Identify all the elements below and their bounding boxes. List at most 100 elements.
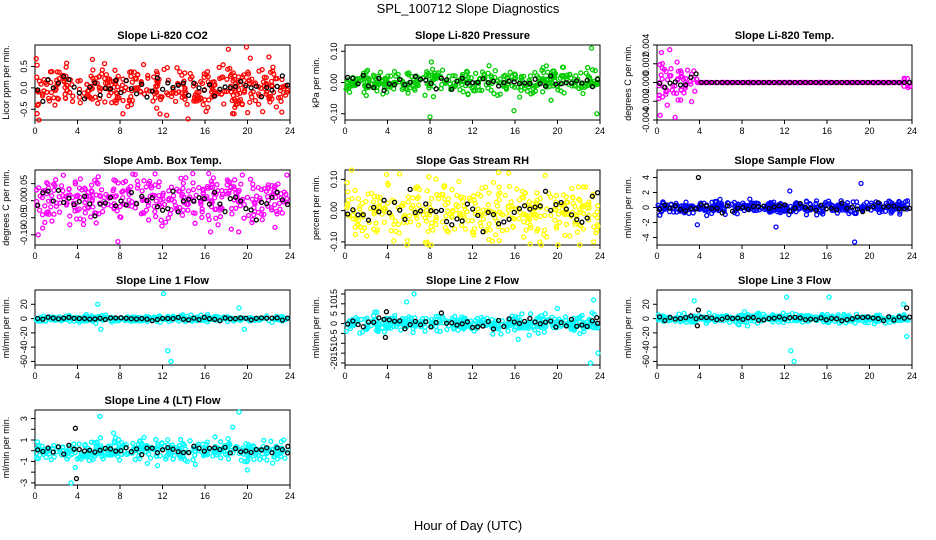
x-tick-label: 24 <box>907 371 917 381</box>
data-point <box>570 195 576 201</box>
data-point <box>212 206 218 213</box>
data-point <box>126 197 132 203</box>
hourly-point <box>159 315 166 322</box>
outlier-point <box>657 112 663 118</box>
y-tick-label: 2 <box>641 190 651 195</box>
outlier-point <box>225 46 232 52</box>
data-point <box>371 193 378 199</box>
hourly-outlier <box>383 309 390 315</box>
data-point <box>129 203 135 209</box>
data-point <box>499 227 506 234</box>
hourly-point <box>76 446 82 453</box>
data-point <box>129 79 135 85</box>
data-point <box>192 452 198 458</box>
data-point <box>84 453 90 459</box>
data-point <box>472 317 479 323</box>
data-point <box>39 91 46 97</box>
hourly-point <box>175 209 181 215</box>
data-point <box>510 223 516 229</box>
data-point <box>509 83 515 89</box>
data-point <box>67 213 73 219</box>
data-point <box>530 211 536 218</box>
hourly-point <box>443 218 450 225</box>
data-point <box>439 67 446 73</box>
data-point <box>241 72 247 78</box>
x-tick-label: 20 <box>864 251 874 261</box>
data-point <box>76 206 82 212</box>
data-point <box>440 191 446 198</box>
data-point <box>478 314 484 321</box>
data-point <box>808 313 814 320</box>
data-point <box>544 77 550 83</box>
data-point <box>48 456 54 463</box>
data-point <box>264 457 270 463</box>
data-point <box>200 190 206 196</box>
data-point <box>553 199 559 205</box>
hourly-point <box>227 316 233 322</box>
hourly-point <box>128 449 135 455</box>
data-point <box>825 198 832 204</box>
hourly-point <box>724 314 730 321</box>
hourly-point <box>428 208 434 214</box>
hourly-point <box>274 445 280 451</box>
outlier-point <box>115 238 121 245</box>
data-point <box>556 219 563 225</box>
data-point <box>38 81 44 87</box>
x-tick-label: 0 <box>32 371 37 381</box>
outlier-point <box>587 360 594 366</box>
outlier-point <box>694 222 701 228</box>
hourly-point <box>50 315 56 321</box>
y-tick-label: 0.002 <box>641 52 651 75</box>
hourly-point <box>516 80 523 87</box>
data-point <box>138 89 144 95</box>
hourly-point <box>776 203 783 209</box>
data-point <box>96 85 102 91</box>
data-point <box>682 85 688 91</box>
hourly-point <box>40 316 46 322</box>
y-tick-label: -20 <box>641 326 651 339</box>
data-point <box>236 229 242 235</box>
data-point <box>145 202 151 209</box>
hourly-point <box>771 204 777 210</box>
hourly-outlier <box>72 425 79 431</box>
hourly-point <box>50 449 56 455</box>
data-point <box>270 68 276 74</box>
y-tick-label: 0.00 <box>19 192 29 210</box>
hourly-point <box>123 315 129 321</box>
data-point <box>261 211 267 218</box>
x-tick-label: 12 <box>157 491 167 501</box>
hourly-point <box>355 81 361 87</box>
data-point <box>550 324 557 331</box>
data-point <box>35 185 42 191</box>
hourly-point <box>454 322 460 328</box>
hourly-point <box>875 315 881 322</box>
hourly-point <box>113 77 119 84</box>
data-point <box>444 326 450 333</box>
hourly-point <box>433 208 439 215</box>
data-point <box>36 207 43 213</box>
data-point <box>415 222 422 228</box>
data-point <box>155 183 162 190</box>
data-point <box>82 443 88 449</box>
hourly-point <box>818 79 824 86</box>
hourly-point <box>719 210 725 216</box>
data-point <box>352 231 359 238</box>
data-point <box>428 224 434 230</box>
hourly-point <box>243 315 249 321</box>
hourly-point <box>253 446 259 453</box>
y-tick-label: -40 <box>19 341 29 354</box>
data-point <box>229 211 235 217</box>
data-point <box>242 458 248 465</box>
hourly-point <box>828 79 835 86</box>
data-point <box>163 454 169 460</box>
hourly-point <box>128 189 135 196</box>
data-point <box>532 88 539 94</box>
data-point <box>143 207 150 213</box>
data-point <box>90 204 96 210</box>
hourly-point <box>844 79 850 86</box>
outlier-point <box>594 111 600 117</box>
data-point <box>436 195 442 202</box>
data-point <box>165 215 172 221</box>
data-point <box>146 451 152 457</box>
hourly-point <box>901 206 907 212</box>
